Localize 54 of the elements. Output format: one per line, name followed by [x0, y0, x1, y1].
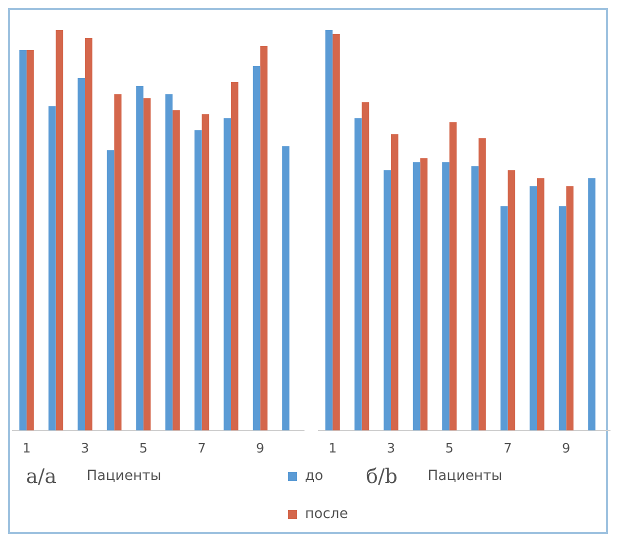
bar	[85, 38, 92, 430]
x-axis-title: Пациенты	[86, 468, 162, 484]
x-tick-label: 7	[198, 442, 206, 457]
text: а/a	[26, 464, 57, 488]
bar	[508, 170, 516, 430]
bar	[471, 166, 479, 430]
legend-label: до	[305, 468, 324, 484]
x-tick-label: 5	[445, 442, 454, 457]
bar	[114, 94, 122, 430]
bar	[566, 186, 574, 430]
bar	[332, 34, 340, 430]
text: б/b	[366, 464, 398, 488]
legend-label: после	[305, 506, 348, 522]
bar	[48, 106, 56, 430]
bar	[420, 158, 428, 430]
x-tick-label: 3	[80, 442, 90, 457]
bar	[78, 78, 85, 430]
bar	[282, 146, 290, 430]
bar	[384, 170, 391, 430]
bar	[478, 138, 486, 430]
bar	[442, 162, 450, 430]
x-tick-label: 7	[504, 442, 512, 457]
x-tick-label: 1	[328, 442, 337, 457]
bar	[558, 206, 566, 430]
bar	[362, 102, 370, 430]
bar	[500, 206, 508, 430]
x-tick-label: 1	[22, 442, 31, 457]
bar	[354, 118, 362, 430]
bar	[449, 122, 457, 430]
x-tick-label: 3	[386, 442, 396, 457]
bar	[202, 114, 210, 430]
bar	[252, 66, 260, 430]
x-tick-label: 5	[139, 442, 148, 457]
bar	[136, 86, 144, 430]
bar	[224, 118, 231, 430]
x-tick-label: 9	[256, 442, 264, 457]
bar	[391, 134, 398, 430]
bar	[588, 178, 596, 430]
bar	[260, 46, 268, 430]
bar	[325, 30, 333, 430]
bar	[106, 150, 114, 430]
bar	[143, 98, 151, 430]
bar	[194, 130, 202, 430]
x-tick-label: 9	[562, 442, 570, 457]
bar	[172, 110, 180, 430]
bar	[412, 162, 420, 430]
x-axis-title: Пациенты	[428, 468, 502, 484]
bar	[231, 82, 238, 430]
bar	[56, 30, 64, 430]
bar	[530, 186, 537, 430]
bar	[26, 50, 34, 430]
bar	[165, 94, 173, 430]
bar	[19, 50, 27, 430]
bar	[537, 178, 544, 430]
